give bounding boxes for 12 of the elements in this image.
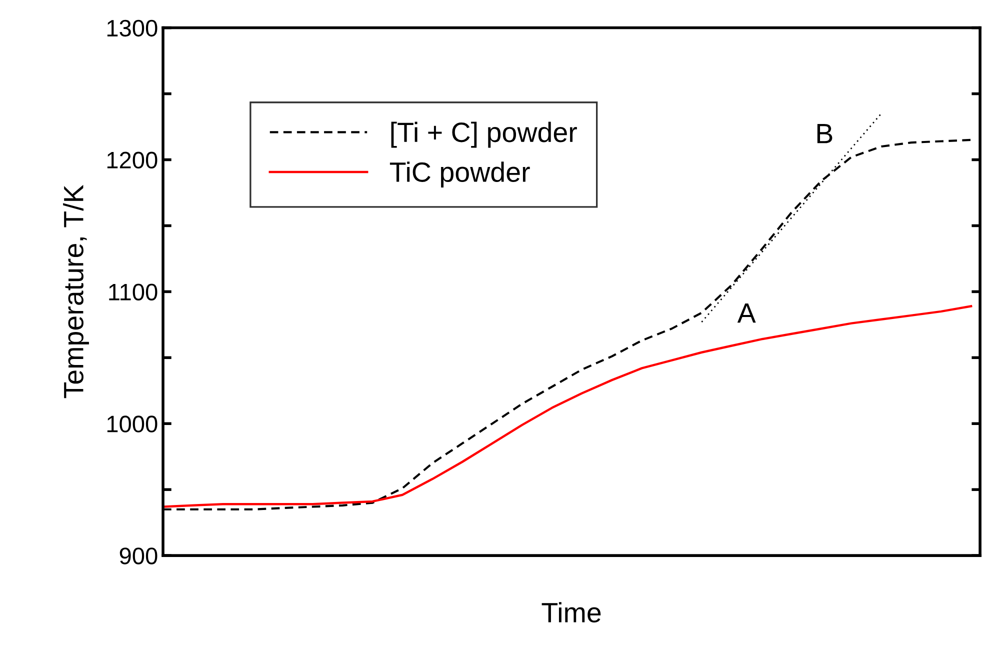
x-axis-title: Time bbox=[542, 602, 601, 622]
y-tick-label: 1300 bbox=[107, 20, 158, 37]
legend-label: TiC powder bbox=[390, 162, 530, 188]
y-tick-label: 1200 bbox=[107, 152, 158, 169]
y-tick-label: 1000 bbox=[107, 416, 158, 432]
line-series bbox=[163, 305, 972, 508]
legend-label: [Ti + C] powder bbox=[391, 122, 577, 148]
y-tick-label: 1100 bbox=[109, 284, 158, 300]
y-axis-title: Temperature, T/K bbox=[63, 184, 89, 398]
annotation: A bbox=[737, 303, 756, 323]
annotation: B bbox=[817, 124, 832, 144]
y-tick-label: 900 bbox=[120, 548, 158, 564]
